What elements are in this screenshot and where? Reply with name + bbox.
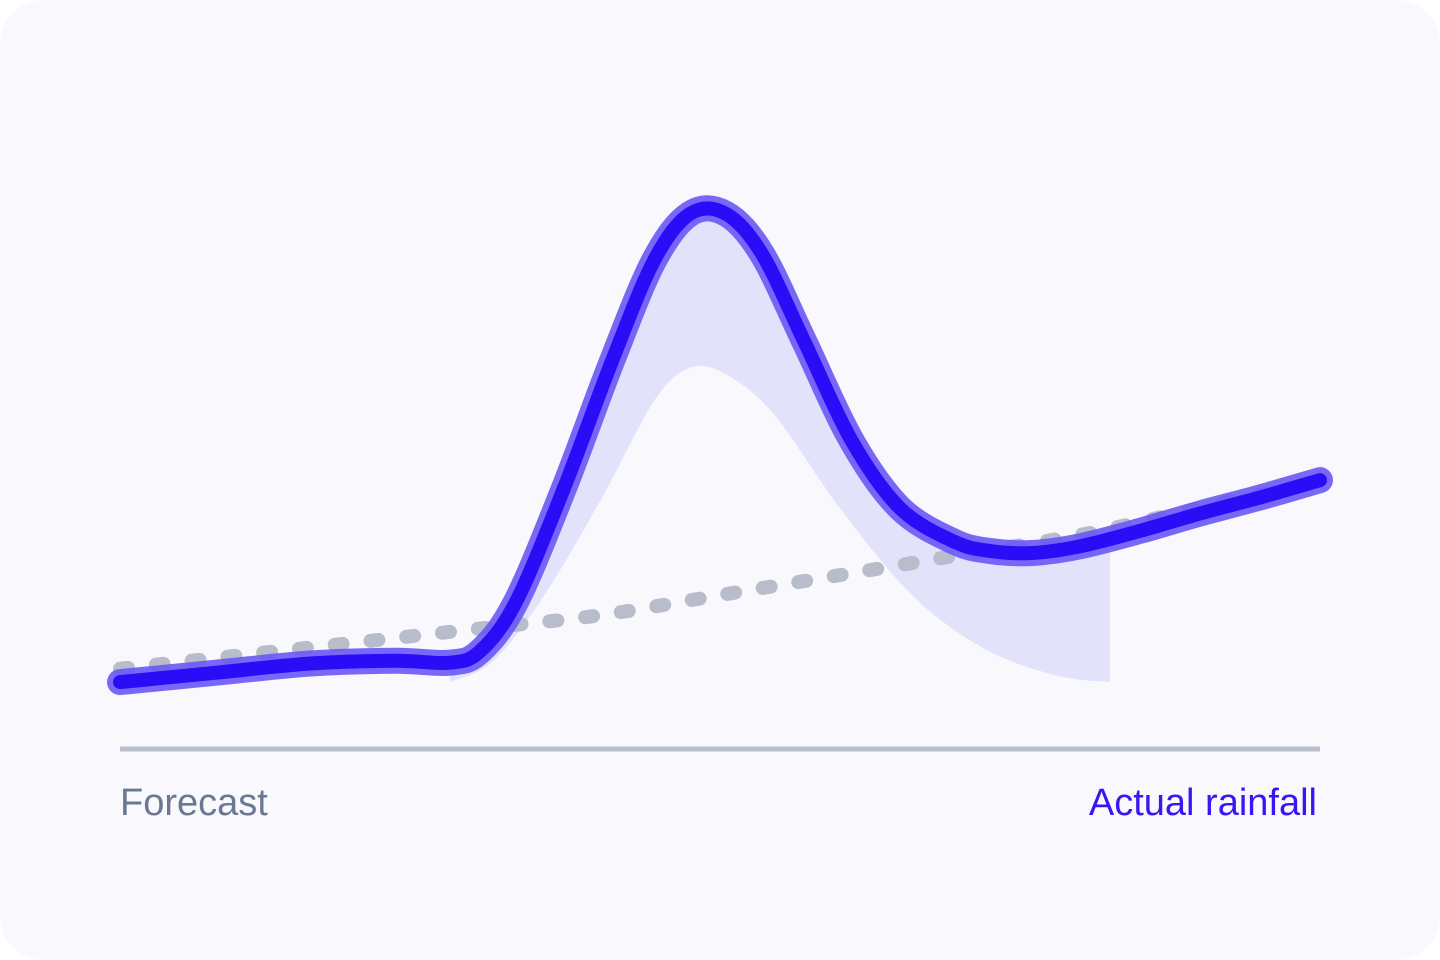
actual-rainfall-line [113,201,1327,690]
legend-forecast-label: Forecast [120,782,268,824]
forecast-line [113,474,1327,676]
legend-actual-rainfall-label: Actual rainfall [1088,782,1317,824]
